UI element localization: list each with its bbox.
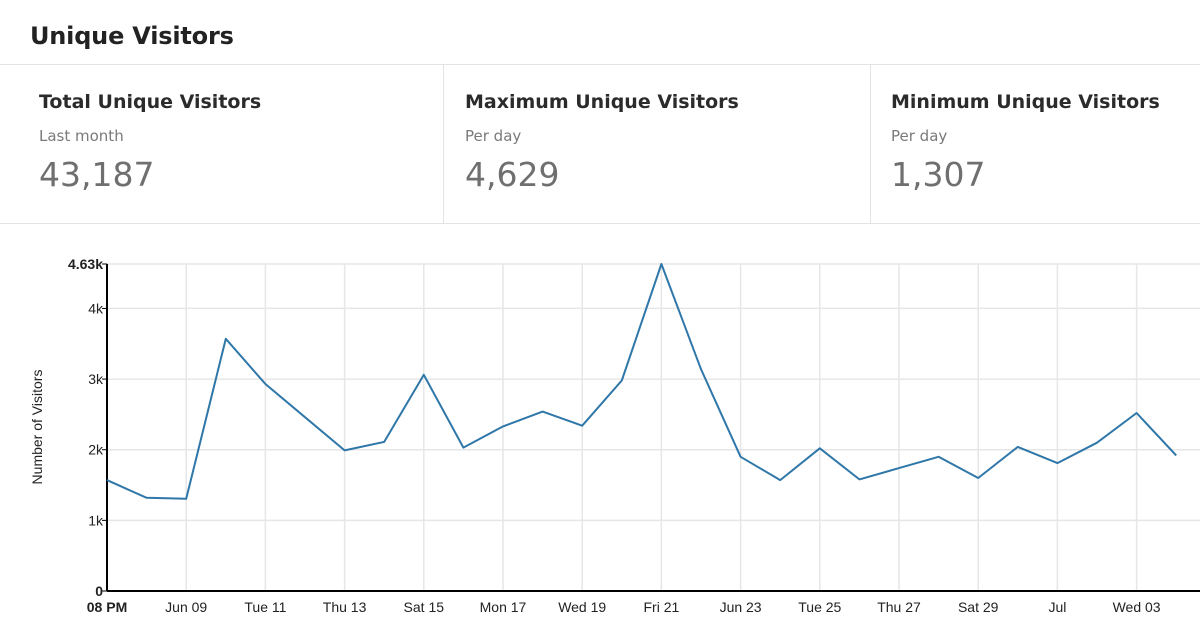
x-tick-label: Jun 23 bbox=[720, 599, 762, 615]
stat-subtitle: Per day bbox=[465, 127, 522, 145]
x-tick-label: Mon 17 bbox=[480, 599, 527, 615]
vertical-gridlines bbox=[185, 264, 1138, 591]
stat-value: 1,307 bbox=[891, 155, 986, 194]
x-tick-label: Wed 03 bbox=[1113, 599, 1161, 615]
x-tick-label: Thu 13 bbox=[323, 599, 367, 615]
x-tick-label: Thu 27 bbox=[877, 599, 921, 615]
stat-title: Minimum Unique Visitors bbox=[891, 91, 1160, 113]
series-line bbox=[106, 263, 1177, 500]
y-tick-label: 2k bbox=[88, 442, 104, 458]
x-tick-label: Sat 29 bbox=[958, 599, 999, 615]
y-tick-label: 4.63k bbox=[68, 256, 103, 272]
visitors-line-chart[interactable]: 0 1k 2k 3k 4k 4.63k 08 PM Jun 09 Tue 11 Thu 13 Sa… bbox=[0, 224, 1200, 623]
chart-panel: 0 1k 2k 3k 4k 4.63k 08 PM Jun 09 Tue 11 Thu 13 Sa… bbox=[0, 224, 1200, 623]
stat-value: 4,629 bbox=[465, 155, 560, 194]
x-tick-label: Tue 11 bbox=[244, 599, 286, 615]
stat-subtitle: Last month bbox=[39, 127, 124, 145]
x-tick-label: Wed 19 bbox=[558, 599, 606, 615]
x-tick-label: 08 PM bbox=[87, 599, 127, 615]
y-tick-label: 4k bbox=[88, 300, 104, 316]
stat-card-minimum: Minimum Unique Visitors Per day 1,307 bbox=[871, 65, 1200, 223]
stat-subtitle: Per day bbox=[891, 127, 948, 145]
horizontal-gridlines bbox=[107, 263, 1200, 522]
series-visitors bbox=[106, 263, 1177, 500]
y-tick-label: 0 bbox=[95, 583, 103, 599]
stat-title: Maximum Unique Visitors bbox=[465, 91, 739, 113]
x-axis: 08 PM Jun 09 Tue 11 Thu 13 Sat 15 Mon 17 Wed 1… bbox=[87, 590, 1200, 615]
stat-value: 43,187 bbox=[39, 155, 155, 194]
y-tick-label: 1k bbox=[88, 512, 104, 528]
y-axis: 0 1k 2k 3k 4k 4.63k bbox=[68, 256, 108, 599]
title-bar: Unique Visitors bbox=[0, 0, 1200, 65]
stat-card-maximum: Maximum Unique Visitors Per day 4,629 bbox=[444, 65, 871, 223]
stat-card-total: Total Unique Visitors Last month 43,187 bbox=[0, 65, 444, 223]
x-tick-label: Jun 09 bbox=[165, 599, 207, 615]
stat-title: Total Unique Visitors bbox=[39, 91, 262, 113]
y-tick-label: 3k bbox=[88, 371, 104, 387]
x-tick-label: Tue 25 bbox=[798, 599, 841, 615]
x-tick-label: Fri 21 bbox=[644, 599, 680, 615]
x-tick-label: Sat 15 bbox=[404, 599, 445, 615]
y-axis-label: Number of Visitors bbox=[29, 370, 45, 485]
page-title: Unique Visitors bbox=[30, 22, 234, 50]
stats-row: Total Unique Visitors Last month 43,187 … bbox=[0, 65, 1200, 224]
x-tick-label: Jul bbox=[1048, 599, 1066, 615]
